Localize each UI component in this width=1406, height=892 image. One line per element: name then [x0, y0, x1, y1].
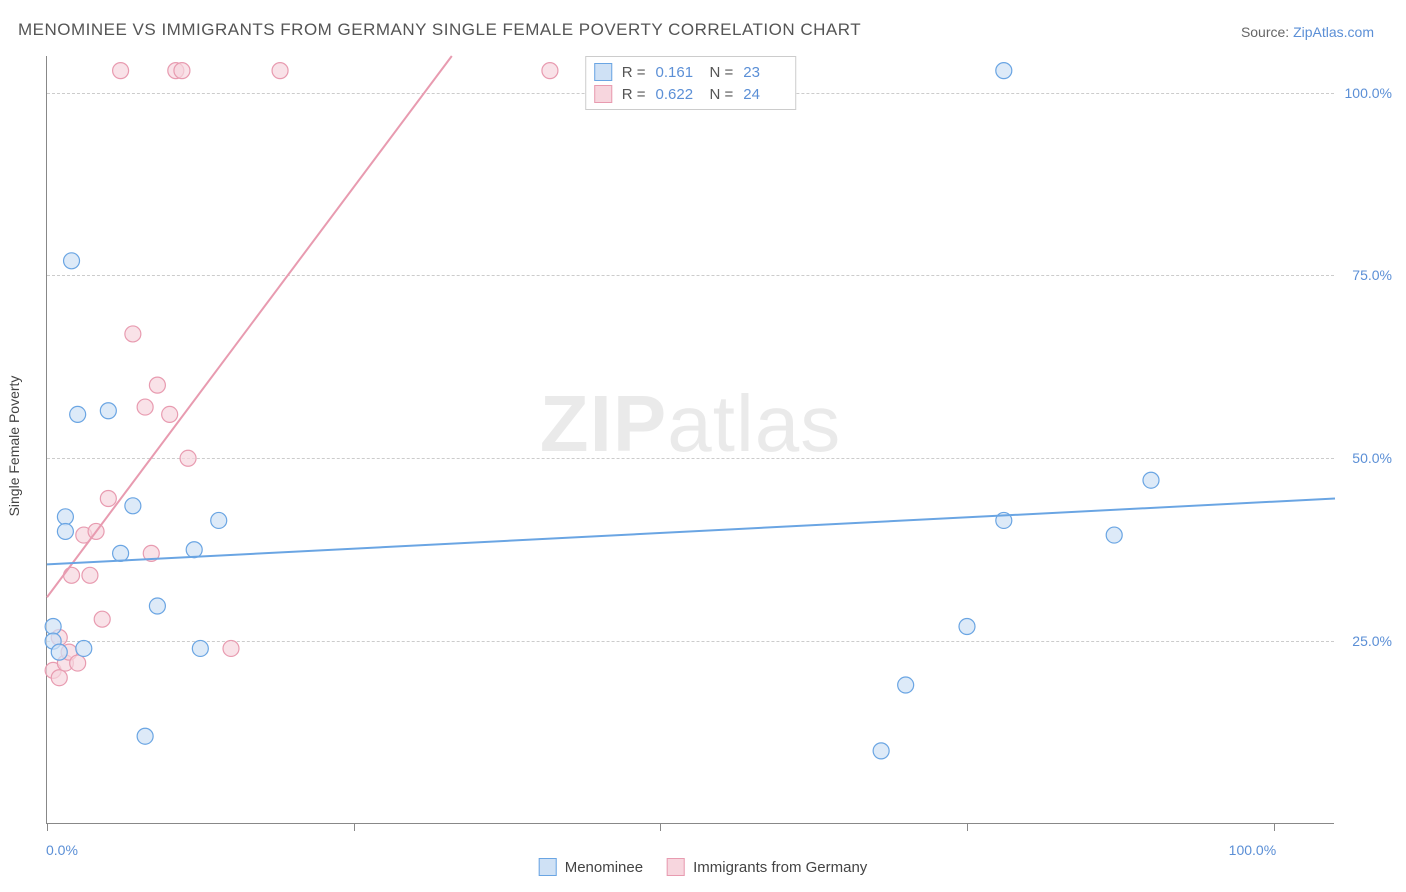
legend-label-germany: Immigrants from Germany — [693, 859, 867, 876]
r-value-menominee: 0.161 — [656, 64, 700, 81]
data-point — [100, 403, 116, 419]
bottom-legend: Menominee Immigrants from Germany — [539, 858, 868, 876]
data-point — [959, 619, 975, 635]
source-attribution: Source: ZipAtlas.com — [1241, 24, 1374, 40]
chart-svg — [47, 56, 1334, 823]
data-point — [57, 509, 73, 525]
data-point — [57, 523, 73, 539]
legend-item-menominee: Menominee — [539, 858, 643, 876]
data-point — [51, 644, 67, 660]
data-point — [125, 326, 141, 342]
data-point — [542, 63, 558, 79]
n-label: N = — [710, 64, 734, 81]
data-point — [64, 253, 80, 269]
data-point — [125, 498, 141, 514]
y-tick-label: 75.0% — [1352, 267, 1392, 283]
legend-swatch-germany — [667, 858, 685, 876]
data-point — [137, 399, 153, 415]
data-point — [192, 640, 208, 656]
data-point — [149, 598, 165, 614]
data-point — [64, 567, 80, 583]
data-point — [70, 406, 86, 422]
y-tick-label: 25.0% — [1352, 633, 1392, 649]
data-point — [82, 567, 98, 583]
data-point — [162, 406, 178, 422]
r-label: R = — [622, 64, 646, 81]
data-point — [113, 63, 129, 79]
stats-legend: R = 0.161 N = 23 R = 0.622 N = 24 — [585, 56, 797, 110]
source-link[interactable]: ZipAtlas.com — [1293, 24, 1374, 40]
data-point — [51, 670, 67, 686]
data-point — [186, 542, 202, 558]
data-point — [223, 640, 239, 656]
n-value-germany: 24 — [743, 86, 787, 103]
data-point — [100, 491, 116, 507]
x-tick — [47, 823, 48, 831]
data-point — [996, 63, 1012, 79]
data-point — [76, 640, 92, 656]
data-point — [70, 655, 86, 671]
data-point — [180, 450, 196, 466]
data-point — [149, 377, 165, 393]
data-point — [272, 63, 288, 79]
stats-row-menominee: R = 0.161 N = 23 — [594, 61, 788, 83]
data-point — [873, 743, 889, 759]
data-point — [113, 545, 129, 561]
x-tick — [354, 823, 355, 831]
data-point — [1106, 527, 1122, 543]
swatch-menominee — [594, 63, 612, 81]
y-axis-label: Single Female Poverty — [6, 376, 22, 517]
legend-label-menominee: Menominee — [565, 859, 643, 876]
legend-swatch-menominee — [539, 858, 557, 876]
chart-title: MENOMINEE VS IMMIGRANTS FROM GERMANY SIN… — [18, 20, 861, 40]
data-point — [137, 728, 153, 744]
y-tick-label: 50.0% — [1352, 450, 1392, 466]
data-point — [45, 619, 61, 635]
n-value-menominee: 23 — [743, 64, 787, 81]
data-point — [1143, 472, 1159, 488]
r-label: R = — [622, 86, 646, 103]
stats-row-germany: R = 0.622 N = 24 — [594, 83, 788, 105]
n-label: N = — [710, 86, 734, 103]
trend-line — [47, 56, 452, 597]
trend-line — [47, 499, 1335, 565]
source-label: Source: — [1241, 24, 1293, 40]
x-tick-label: 100.0% — [1229, 842, 1276, 858]
r-value-germany: 0.622 — [656, 86, 700, 103]
swatch-germany — [594, 85, 612, 103]
legend-item-germany: Immigrants from Germany — [667, 858, 867, 876]
data-point — [211, 512, 227, 528]
x-tick — [1274, 823, 1275, 831]
data-point — [94, 611, 110, 627]
data-point — [898, 677, 914, 693]
x-tick — [967, 823, 968, 831]
data-point — [174, 63, 190, 79]
y-tick-label: 100.0% — [1345, 85, 1392, 101]
plot-area: ZIPatlas R = 0.161 N = 23 R = 0.622 N = … — [46, 56, 1334, 824]
x-tick-label: 0.0% — [46, 842, 78, 858]
x-tick — [660, 823, 661, 831]
